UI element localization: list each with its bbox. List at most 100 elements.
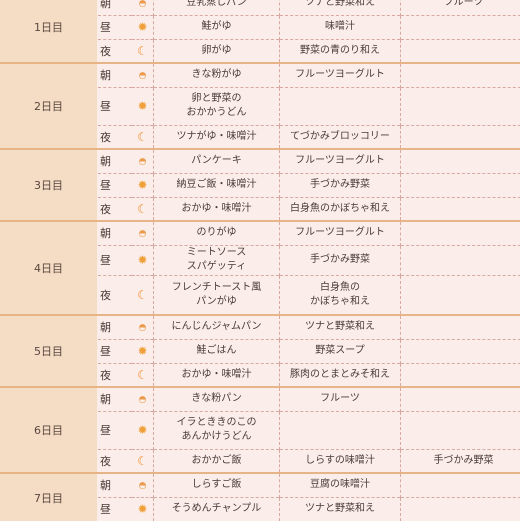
dish-cell xyxy=(401,197,520,221)
dish-cell: 鮭がゆ xyxy=(154,15,280,39)
moon-icon: ☾ xyxy=(132,197,154,221)
day-label: 1日目 xyxy=(0,0,98,63)
dish-cell xyxy=(401,245,520,275)
moon-icon: ☾ xyxy=(132,275,154,315)
dish-cell xyxy=(280,87,401,125)
dish-cell: にんじんジャムパン xyxy=(154,315,280,339)
dish-cell xyxy=(401,363,520,387)
sun-icon: ✹ xyxy=(132,173,154,197)
day-label: 2日目 xyxy=(0,63,98,149)
dish-cell: パンケーキ xyxy=(154,149,280,173)
moon-icon: ☾ xyxy=(132,125,154,149)
dish-cell xyxy=(401,315,520,339)
dish-cell: しらすの味噌汁 xyxy=(280,449,401,473)
sunrise-icon: ◓ xyxy=(132,473,154,497)
sun-icon: ✹ xyxy=(132,15,154,39)
meal-time-label: 昼 xyxy=(98,173,133,197)
meal-row: 2日目朝◓きな粉がゆフルーツヨーグルト xyxy=(0,63,520,87)
day-label: 3日目 xyxy=(0,149,98,221)
dish-cell: フルーツ xyxy=(401,0,520,15)
dish-cell: イラとききのこのあんかけうどん xyxy=(154,411,280,449)
dish-cell: 鮭ごはん xyxy=(154,339,280,363)
dish-cell: フルーツヨーグルト xyxy=(280,63,401,87)
dish-cell: おかゆ・味噌汁 xyxy=(154,363,280,387)
day-label: 4日目 xyxy=(0,221,98,315)
meal-time-label: 昼 xyxy=(98,15,133,39)
meal-time-label: 昼 xyxy=(98,497,133,521)
dish-cell: しらすご飯 xyxy=(154,473,280,497)
dish-cell xyxy=(401,387,520,411)
sunrise-icon: ◓ xyxy=(132,63,154,87)
meal-time-label: 夜 xyxy=(98,363,133,387)
sunrise-icon: ◓ xyxy=(132,387,154,411)
dish-cell xyxy=(401,63,520,87)
dish-cell: 卵がゆ xyxy=(154,39,280,63)
sun-icon: ✹ xyxy=(132,497,154,521)
meal-time-label: 昼 xyxy=(98,339,133,363)
sunrise-icon: ◓ xyxy=(132,221,154,245)
dish-cell: 野菜スープ xyxy=(280,339,401,363)
sun-icon: ✹ xyxy=(132,245,154,275)
dish-cell xyxy=(401,173,520,197)
meal-time-label: 昼 xyxy=(98,245,133,275)
dish-cell xyxy=(401,411,520,449)
meal-time-label: 夜 xyxy=(98,125,133,149)
meal-time-label: 夜 xyxy=(98,197,133,221)
dish-cell: ミートソーススパゲッティ xyxy=(154,245,280,275)
moon-icon: ☾ xyxy=(132,363,154,387)
dish-cell: 手づかみ野菜 xyxy=(401,449,520,473)
dish-cell: きな粉パン xyxy=(154,387,280,411)
sunrise-icon: ◓ xyxy=(132,149,154,173)
dish-cell xyxy=(401,275,520,315)
sunrise-icon: ◓ xyxy=(132,0,154,15)
dish-cell: おかかご飯 xyxy=(154,449,280,473)
meal-time-label: 昼 xyxy=(98,411,133,449)
dish-cell xyxy=(401,149,520,173)
dish-cell xyxy=(401,87,520,125)
dish-cell xyxy=(401,39,520,63)
dish-cell: フレンチトースト風パンがゆ xyxy=(154,275,280,315)
meal-time-label: 夜 xyxy=(98,449,133,473)
day-label: 5日目 xyxy=(0,315,98,387)
meal-row: 5日目朝◓にんじんジャムパンツナと野菜和え xyxy=(0,315,520,339)
meal-time-label: 昼 xyxy=(98,87,133,125)
dish-cell: おかゆ・味噌汁 xyxy=(154,197,280,221)
dish-cell: のりがゆ xyxy=(154,221,280,245)
sun-icon: ✹ xyxy=(132,339,154,363)
dish-cell: フルーツヨーグルト xyxy=(280,149,401,173)
dish-cell: てづかみブロッコリー xyxy=(280,125,401,149)
meal-row: 1日目朝◓豆乳蒸しパンツナと野菜和えフルーツ xyxy=(0,0,520,15)
dish-cell: 白身魚のかぼちゃ和え xyxy=(280,197,401,221)
dish-cell: 豆乳蒸しパン xyxy=(154,0,280,15)
dish-cell: 豚肉のとまとみそ和え xyxy=(280,363,401,387)
dish-cell: ツナがゆ・味噌汁 xyxy=(154,125,280,149)
meal-row: 3日目朝◓パンケーキフルーツヨーグルト xyxy=(0,149,520,173)
dish-cell: 納豆ご飯・味噌汁 xyxy=(154,173,280,197)
dish-cell: 味噌汁 xyxy=(280,15,401,39)
sunrise-icon: ◓ xyxy=(132,315,154,339)
meal-time-label: 朝 xyxy=(98,149,133,173)
dish-cell xyxy=(401,221,520,245)
dish-cell: きな粉がゆ xyxy=(154,63,280,87)
dish-cell: ツナと野菜和え xyxy=(280,315,401,339)
moon-icon: ☾ xyxy=(132,39,154,63)
meal-time-label: 夜 xyxy=(98,275,133,315)
day-label: 7日目 xyxy=(0,473,98,521)
sun-icon: ✹ xyxy=(132,87,154,125)
dish-cell xyxy=(280,411,401,449)
meal-row: 6日目朝◓きな粉パンフルーツ xyxy=(0,387,520,411)
dish-cell: 豆腐の味噌汁 xyxy=(280,473,401,497)
dish-cell: 手づかみ野菜 xyxy=(280,245,401,275)
dish-cell: フルーツヨーグルト xyxy=(280,221,401,245)
dish-cell xyxy=(401,15,520,39)
day-label: 6日目 xyxy=(0,387,98,473)
dish-cell: 卵と野菜のおかかうどん xyxy=(154,87,280,125)
meal-time-label: 朝 xyxy=(98,63,133,87)
meal-row: 4日目朝◓のりがゆフルーツヨーグルト xyxy=(0,221,520,245)
meal-time-label: 朝 xyxy=(98,387,133,411)
dish-cell xyxy=(401,497,520,521)
dish-cell xyxy=(401,339,520,363)
dish-cell: ツナと野菜和え xyxy=(280,497,401,521)
dish-cell: 手づかみ野菜 xyxy=(280,173,401,197)
